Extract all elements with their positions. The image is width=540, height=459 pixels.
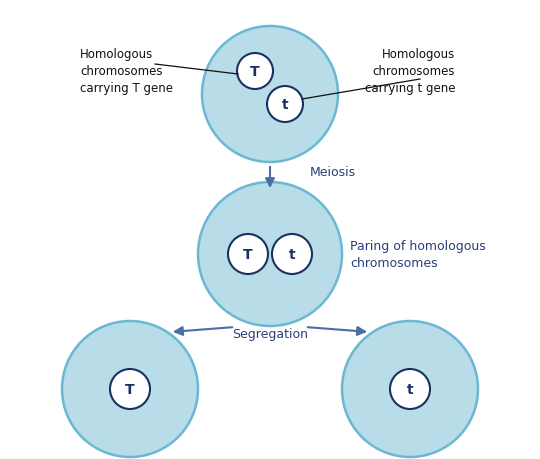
Text: T: T (125, 382, 135, 396)
Text: T: T (250, 65, 260, 79)
Text: Gamete: Gamete (105, 457, 155, 459)
Text: Paring of homologous
chromosomes: Paring of homologous chromosomes (350, 240, 486, 269)
Circle shape (272, 235, 312, 274)
Circle shape (267, 87, 303, 123)
Text: Gamete: Gamete (385, 457, 435, 459)
Circle shape (198, 183, 342, 326)
Text: Meiosis: Meiosis (310, 166, 356, 179)
Circle shape (110, 369, 150, 409)
Text: t: t (289, 247, 295, 262)
Text: t: t (407, 382, 413, 396)
Circle shape (342, 321, 478, 457)
Text: Homologous
chromosomes
carrying T gene: Homologous chromosomes carrying T gene (80, 48, 173, 95)
Text: Homologous
chromosomes
carrying t gene: Homologous chromosomes carrying t gene (364, 48, 455, 95)
Circle shape (202, 27, 338, 162)
Circle shape (390, 369, 430, 409)
Text: t: t (282, 98, 288, 112)
Text: Segregation: Segregation (232, 328, 308, 341)
Circle shape (62, 321, 198, 457)
Circle shape (228, 235, 268, 274)
Circle shape (237, 54, 273, 90)
Text: T: T (243, 247, 253, 262)
